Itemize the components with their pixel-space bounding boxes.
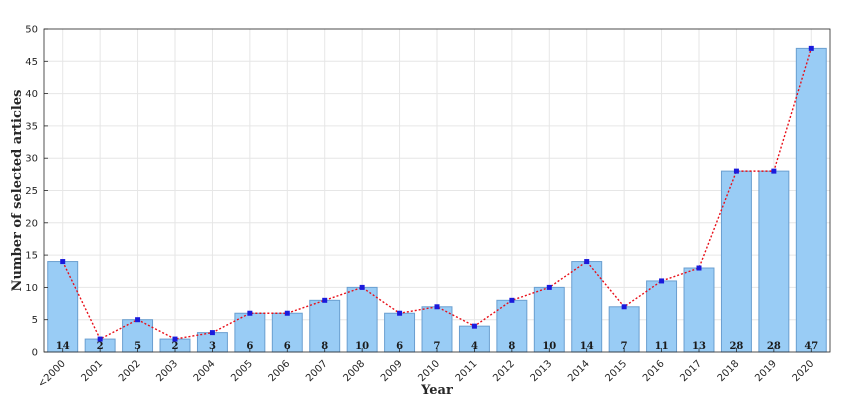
trend-marker <box>696 265 702 271</box>
x-tick-label: 2016 <box>641 358 667 384</box>
trend-marker <box>172 336 178 342</box>
x-tick-label: 2020 <box>791 358 817 384</box>
trend-marker <box>471 323 477 329</box>
x-tick-label: 2018 <box>716 358 742 384</box>
trend-marker <box>247 310 253 316</box>
x-tick-label: 2012 <box>491 358 517 384</box>
x-tick-label: 2005 <box>229 358 255 384</box>
bar <box>271 312 303 353</box>
bar-value-label: 10 <box>355 341 369 352</box>
y-tick-label: 5 <box>32 315 38 326</box>
bar-value-label: 11 <box>655 341 669 352</box>
bars <box>47 47 827 353</box>
trend-marker <box>397 310 403 316</box>
bar-value-label: 10 <box>542 341 556 352</box>
x-tick-label: 2001 <box>79 358 105 384</box>
x-tick-label: 2015 <box>603 358 629 384</box>
y-tick-label: 20 <box>25 218 38 229</box>
y-axis-title: Number of selected articles <box>10 90 25 292</box>
bar-value-label: 14 <box>56 341 70 352</box>
x-tick-label: 2011 <box>454 358 480 384</box>
bar-value-label: 7 <box>434 341 441 352</box>
bar <box>309 299 341 353</box>
bar-value-label: 8 <box>508 341 515 352</box>
bar-value-label: 4 <box>471 341 478 352</box>
bar <box>758 170 790 353</box>
bar-value-label: 5 <box>134 341 141 352</box>
trend-marker <box>546 284 552 290</box>
trend-marker <box>584 259 590 265</box>
bar <box>608 306 640 353</box>
x-tick-label: 2017 <box>678 358 704 384</box>
trend-marker <box>359 284 365 290</box>
y-tick-label: 0 <box>32 348 38 359</box>
y-tick-label: 10 <box>25 283 38 294</box>
bar <box>646 280 678 353</box>
x-tick-label: 2013 <box>529 358 555 384</box>
x-tick-label: 2010 <box>416 358 442 384</box>
trend-marker <box>808 45 814 51</box>
trend-marker <box>60 259 66 265</box>
bar <box>533 286 565 353</box>
trend-marker <box>771 168 777 174</box>
axes <box>43 28 831 353</box>
x-tick-label: 2002 <box>117 358 143 384</box>
trend-polyline <box>62 48 812 341</box>
trend-marker <box>284 310 290 316</box>
trend-marker <box>97 336 103 342</box>
bar-value-label: 28 <box>767 341 781 352</box>
x-tick-label: <2000 <box>36 358 68 390</box>
bar-value-label: 6 <box>246 341 253 352</box>
bar-value-label: 8 <box>321 341 328 352</box>
x-tick-label: 2019 <box>753 358 779 384</box>
bar <box>421 306 453 353</box>
bar-value-label: 3 <box>209 341 216 352</box>
y-tick-label: 25 <box>25 186 38 197</box>
trend-marker <box>509 297 515 303</box>
x-tick-label: 2009 <box>379 358 405 384</box>
bar <box>571 261 603 353</box>
trend-marker <box>322 297 328 303</box>
x-tick-label: 2004 <box>192 358 218 384</box>
x-tick-label: 2003 <box>154 358 180 384</box>
y-tick-label: 40 <box>25 89 38 100</box>
trend-marker <box>733 168 739 174</box>
bar-value-label: 6 <box>396 341 403 352</box>
trend-marker <box>659 278 665 284</box>
x-tick-label: 2006 <box>267 358 293 384</box>
bar <box>795 47 827 353</box>
bar <box>346 286 378 353</box>
y-tick-label: 45 <box>25 57 38 68</box>
trend-marker <box>434 304 440 310</box>
trend-marker <box>209 330 215 336</box>
bar-value-label: 13 <box>692 341 706 352</box>
bar-value-label: 28 <box>729 341 743 352</box>
x-tick-label: 2014 <box>566 358 592 384</box>
y-tick-label: 35 <box>25 121 38 132</box>
y-tick-label: 15 <box>25 251 38 262</box>
trend-marker <box>135 317 141 323</box>
bar-value-label: 47 <box>804 341 818 352</box>
y-tick-label: 30 <box>25 154 38 165</box>
bar <box>683 267 715 353</box>
bar <box>458 325 490 353</box>
bar-value-label: 2 <box>97 341 104 352</box>
trend-marker <box>621 304 627 310</box>
bar-value-label: 2 <box>172 341 179 352</box>
bar <box>720 170 752 353</box>
x-axis-title: Year <box>420 383 453 398</box>
bar <box>47 261 79 353</box>
bar-value-label: 7 <box>621 341 628 352</box>
bar-value-label: 6 <box>284 341 291 352</box>
bar-value-label: 14 <box>580 341 594 352</box>
x-tick-label: 2007 <box>304 358 330 384</box>
trend-line <box>60 45 814 342</box>
y-tick-label: 50 <box>25 25 38 36</box>
x-tick-label: 2008 <box>341 358 367 384</box>
